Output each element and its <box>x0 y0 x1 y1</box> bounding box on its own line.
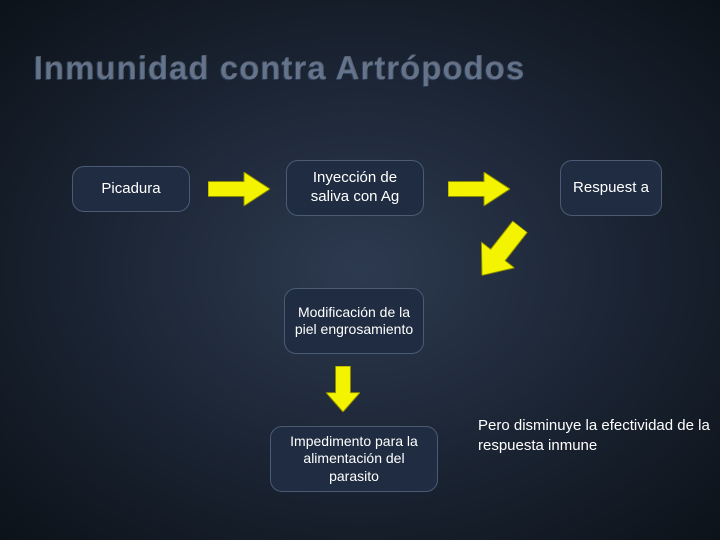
node-modificacion: Modificación de la piel engrosamiento <box>284 288 424 354</box>
arrow-modificacion-to-impedimento <box>326 366 360 412</box>
node-label: Inyección de saliva con Ag <box>295 169 415 207</box>
node-inyeccion: Inyección de saliva con Ag <box>286 160 424 216</box>
node-picadura: Picadura <box>72 166 190 212</box>
title-highlight: Inmunidad contra Artrópodos <box>34 49 525 87</box>
node-label: Modificación de la piel engrosamiento <box>293 304 415 339</box>
arrow-picadura-to-inyeccion <box>208 172 270 206</box>
node-respuesta: Respuest a <box>560 160 662 216</box>
node-label: Impedimento para la alimentación del par… <box>279 433 429 486</box>
node-label: Respuest a <box>573 179 649 198</box>
side-text: Pero disminuye la efectividad de la resp… <box>478 416 720 457</box>
node-impedimento: Impedimento para la alimentación del par… <box>270 426 438 492</box>
arrow-respuesta-to-modificacion <box>465 214 536 289</box>
arrow-inyeccion-to-respuesta <box>448 172 510 206</box>
node-label: Picadura <box>101 180 160 199</box>
